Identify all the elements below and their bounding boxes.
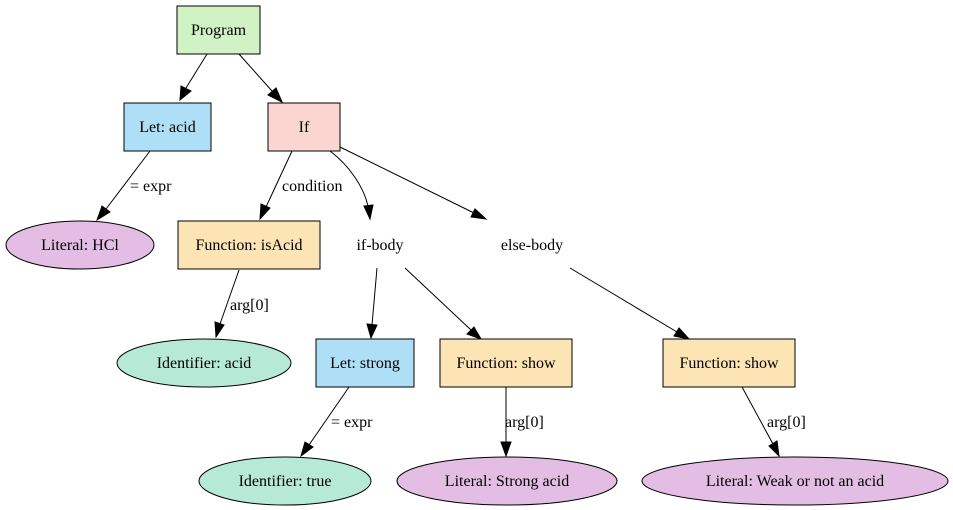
edge-if-else-body [339,146,475,214]
node-literal-weak-shape [641,456,949,506]
node-else-body-label: else-body [501,237,563,254]
edge-label-arg0: arg[0] [505,414,544,431]
node-literal-weak: Literal: Weak or not an acid [641,456,949,506]
edge-label-arg0: arg[0] [767,414,806,431]
node-literal-strong-shape [396,456,618,506]
node-literal-hcl: Literal: HCl [5,220,155,270]
edge-arrowhead [366,323,378,340]
edge-arrowhead [300,441,314,458]
node-let-acid: Let: acid [123,102,212,152]
node-let-strong-box [315,338,415,388]
edge-arrowhead [96,205,111,222]
edge-program-let-acid [185,53,208,89]
edge-arrowhead [179,85,192,102]
node-function-isacid: Function: isAcid [177,220,321,270]
edge-if-if-body [329,150,369,207]
edge-arrowhead [259,203,271,221]
edge-arrowhead [768,440,780,458]
edge-if-function-isacid [265,150,293,208]
node-program: Program [176,5,261,55]
edge-let-acid-literal-hcl [105,150,151,210]
node-function-isacid-box [177,220,321,270]
node-if-label: If [299,119,310,136]
node-identifier-true: Identifier: true [198,456,372,506]
node-program-box [176,5,261,55]
node-identifier-acid-shape [116,338,292,388]
edge-arrowhead [500,441,512,458]
edge-label-arg0: arg[0] [230,297,269,314]
node-identifier-true-shape [198,456,372,506]
node-function-show-2-box [662,338,796,388]
edge-label-expr: = expr [331,414,373,431]
node-program-label: Program [191,22,247,39]
edge-else-body-function-show-2 [569,267,678,333]
edge-labels: = expr condition arg[0] = expr arg[0] ar… [130,178,806,431]
node-let-strong: Let: strong [315,338,415,388]
node-literal-hcl-label: Literal: HCl [41,237,119,254]
node-let-acid-box [123,102,212,152]
node-if: If [267,102,341,152]
node-identifier-true-label: Identifier: true [239,473,332,490]
edge-arrowhead [673,327,691,340]
edges [96,53,780,458]
edge-label-condition: condition [282,178,342,195]
node-identifier-acid: Identifier: acid [116,338,292,388]
node-if-body: if-body [356,237,403,254]
nodes: Program Let: acid If Literal: HCl Functi… [5,5,949,506]
edge-show-2-literal-weak [741,386,774,445]
edge-arrowhead [214,321,225,339]
node-let-acid-label: Let: acid [139,119,195,136]
edge-let-strong-identifier-true [308,386,350,446]
edge-if-body-let-strong [371,267,378,326]
node-let-strong-label: Let: strong [330,355,400,372]
node-literal-strong-label: Literal: Strong acid [445,473,569,490]
edge-isacid-identifier-acid [219,269,240,325]
node-function-isacid-label: Function: isAcid [195,237,302,254]
node-identifier-acid-label: Identifier: acid [157,355,252,372]
node-function-show-2-label: Function: show [679,355,779,372]
node-if-body-label: if-body [356,237,403,254]
edge-arrowhead [363,204,374,221]
node-function-show-2: Function: show [662,338,796,388]
edge-if-body-function-show-1 [404,267,472,331]
edge-arrowhead [466,326,483,340]
node-literal-hcl-shape [5,220,155,270]
edge-arrowhead [267,87,283,104]
node-function-show-1-label: Function: show [456,355,556,372]
node-literal-strong: Literal: Strong acid [396,456,618,506]
node-function-show-1-box [439,338,573,388]
node-literal-weak-label: Literal: Weak or not an acid [706,473,884,490]
node-else-body: else-body [501,237,563,254]
edge-arrowhead [470,208,488,220]
edge-label-expr: = expr [130,178,172,195]
edge-program-if [238,53,273,92]
node-function-show-1: Function: show [439,338,573,388]
node-if-box [267,102,341,152]
